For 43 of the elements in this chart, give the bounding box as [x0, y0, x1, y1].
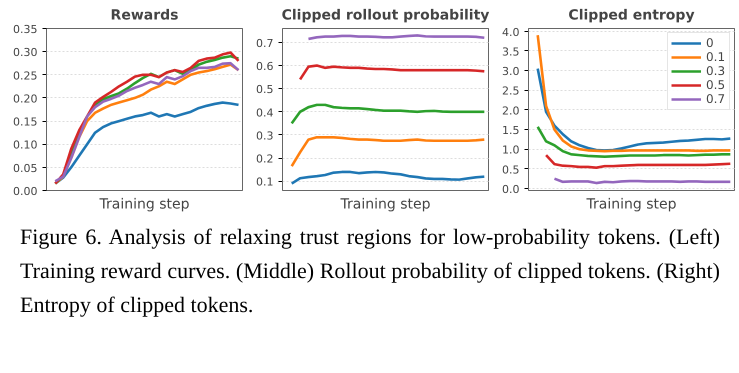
y-tick-label: 0.7 — [256, 36, 274, 50]
legend-label: 0 — [706, 36, 715, 50]
legend-label: 0.7 — [706, 92, 726, 106]
x-axis-title: Training step — [98, 196, 190, 212]
y-tick-label: 0.5 — [502, 163, 520, 176]
line-series — [544, 154, 732, 169]
caption: Figure 6. Analysis of relaxing trust regions for low-probability tokens. (Left) Training reward curves. (Middle) Rollout probability of clipped tokens. (Right) Entropy of clipped tokens. — [20, 223, 720, 320]
line-series — [536, 34, 732, 152]
line-series — [298, 64, 486, 81]
y-tick-label: 0.0 — [502, 183, 520, 196]
chart-title: Rewards — [110, 8, 178, 24]
y-tick-label: 0.15 — [13, 116, 38, 129]
y-tick-label: 0.00 — [13, 185, 38, 198]
legend-label: 0.3 — [706, 64, 726, 78]
y-tick-label: 0.1 — [256, 176, 274, 189]
y-tick-label: 0.20 — [13, 92, 38, 106]
y-tick-label: 1.5 — [502, 124, 520, 138]
y-tick-label: 0.5 — [256, 83, 274, 96]
chart-title: Clipped entropy — [568, 8, 695, 24]
line-series — [290, 136, 486, 168]
y-tick-label: 0.25 — [13, 69, 38, 82]
y-tick-label: 0.05 — [13, 162, 38, 175]
y-tick-label: 3.5 — [502, 45, 520, 58]
y-tick-label: 0.3 — [256, 129, 274, 142]
y-tick-label: 0.4 — [256, 106, 274, 120]
chart-title: Clipped rollout probability — [282, 8, 490, 24]
y-tick-label: 4.0 — [502, 26, 520, 39]
y-tick-label: 1.0 — [502, 144, 520, 157]
line-series — [290, 170, 486, 185]
y-tick-label: 0.30 — [13, 46, 38, 60]
y-tick-label: 0.10 — [13, 138, 38, 152]
legend-label: 0.1 — [706, 50, 726, 64]
x-axis-title: Training step — [340, 196, 431, 212]
y-tick-label: 3.0 — [502, 65, 520, 78]
y-tick-label: 0.2 — [256, 152, 274, 166]
y-tick-label: 2.0 — [502, 104, 520, 118]
line-series — [290, 104, 486, 125]
legend-label: 0.5 — [706, 78, 726, 92]
x-axis-title: Training step — [586, 196, 677, 212]
y-tick-label: 2.5 — [502, 84, 520, 98]
y-tick-label: 0.6 — [256, 60, 274, 74]
y-tick-label: 0.35 — [13, 23, 38, 36]
line-series — [536, 126, 732, 158]
